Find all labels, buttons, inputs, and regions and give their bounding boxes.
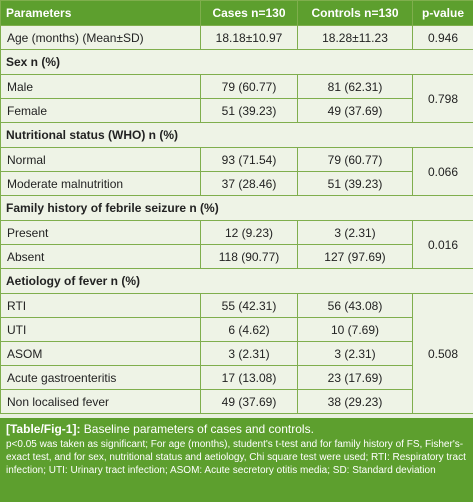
controls-value: 127 (97.69) [297,244,413,269]
cases-value: 79 (60.77) [200,74,298,99]
row-label: Normal [0,147,201,172]
cases-value: 118 (90.77) [200,244,298,269]
table-row: Male 79 (60.77) 81 (62.31) 0.798 [0,74,473,123]
controls-value: 10 (7.69) [297,317,413,342]
section-row: Sex n (%) [0,49,473,75]
table-row: Age (months) (Mean±SD) 18.18±10.97 18.28… [0,25,473,50]
table-row: UTI 6 (4.62) 10 (7.69) [0,317,473,342]
table-row: Moderate malnutrition 37 (28.46) 51 (39.… [0,171,473,196]
row-label: Moderate malnutrition [0,171,201,196]
header-p-value: p-value [412,0,473,26]
baseline-table: Parameters Cases n=130 Controls n=130 p-… [0,0,473,414]
controls-value: 51 (39.23) [297,171,413,196]
cases-value: 93 (71.54) [200,147,298,172]
table-row: Acute gastroenteritis 17 (13.08) 23 (17.… [0,365,473,390]
table-row: Non localised fever 49 (37.69) 38 (29.23… [0,389,473,414]
table-row: RTI 55 (42.31) 56 (43.08) 0.508 [0,293,473,414]
table-row: Normal 93 (71.54) 79 (60.77) 0.066 [0,147,473,196]
caption-notes: p<0.05 was taken as significant; For age… [6,439,466,476]
section-title: Nutritional status (WHO) n (%) [0,122,473,148]
caption-tag: [Table/Fig-1]: [6,422,81,436]
table-row: Absent 118 (90.77) 127 (97.69) [0,244,473,269]
row-label: RTI [0,293,201,318]
controls-value: 79 (60.77) [297,147,413,172]
section-row: Family history of febrile seizure n (%) [0,195,473,221]
header-row: Parameters Cases n=130 Controls n=130 p-… [0,0,473,26]
section-title: Sex n (%) [0,49,473,75]
table-row: Female 51 (39.23) 49 (37.69) [0,98,473,123]
row-label: Acute gastroenteritis [0,365,201,390]
section-title: Aetiology of fever n (%) [0,268,473,294]
section-row: Nutritional status (WHO) n (%) [0,122,473,148]
cases-value: 49 (37.69) [200,389,298,414]
controls-value: 56 (43.08) [297,293,413,318]
section-title: Family history of febrile seizure n (%) [0,195,473,221]
row-label: Female [0,98,201,123]
table-caption: [Table/Fig-1]: Baseline parameters of ca… [0,418,473,502]
cases-value: 18.18±10.97 [200,25,298,50]
controls-value: 18.28±11.23 [297,25,413,50]
p-value: 0.066 [412,147,473,196]
row-label: UTI [0,317,201,342]
cases-value: 12 (9.23) [200,220,298,245]
header-parameters: Parameters [0,0,201,26]
cases-value: 3 (2.31) [200,341,298,366]
p-value: 0.508 [412,293,473,414]
cases-value: 17 (13.08) [200,365,298,390]
controls-value: 23 (17.69) [297,365,413,390]
row-label: Male [0,74,201,99]
p-value: 0.016 [412,220,473,269]
table-row: Present 12 (9.23) 3 (2.31) 0.016 [0,220,473,269]
p-value: 0.946 [412,25,473,50]
row-label: Present [0,220,201,245]
p-value: 0.798 [412,74,473,123]
row-label: Non localised fever [0,389,201,414]
caption-title-line: [Table/Fig-1]: Baseline parameters of ca… [6,422,467,437]
controls-value: 3 (2.31) [297,220,413,245]
cases-value: 55 (42.31) [200,293,298,318]
controls-value: 81 (62.31) [297,74,413,99]
controls-value: 38 (29.23) [297,389,413,414]
row-label: ASOM [0,341,201,366]
header-controls: Controls n=130 [297,0,413,26]
cases-value: 6 (4.62) [200,317,298,342]
header-cases: Cases n=130 [200,0,298,26]
controls-value: 49 (37.69) [297,98,413,123]
controls-value: 3 (2.31) [297,341,413,366]
table-row: ASOM 3 (2.31) 3 (2.31) [0,341,473,366]
cases-value: 51 (39.23) [200,98,298,123]
cases-value: 37 (28.46) [200,171,298,196]
caption-title: Baseline parameters of cases and control… [83,422,314,436]
row-label: Age (months) (Mean±SD) [0,25,201,50]
row-label: Absent [0,244,201,269]
section-row: Aetiology of fever n (%) [0,268,473,294]
